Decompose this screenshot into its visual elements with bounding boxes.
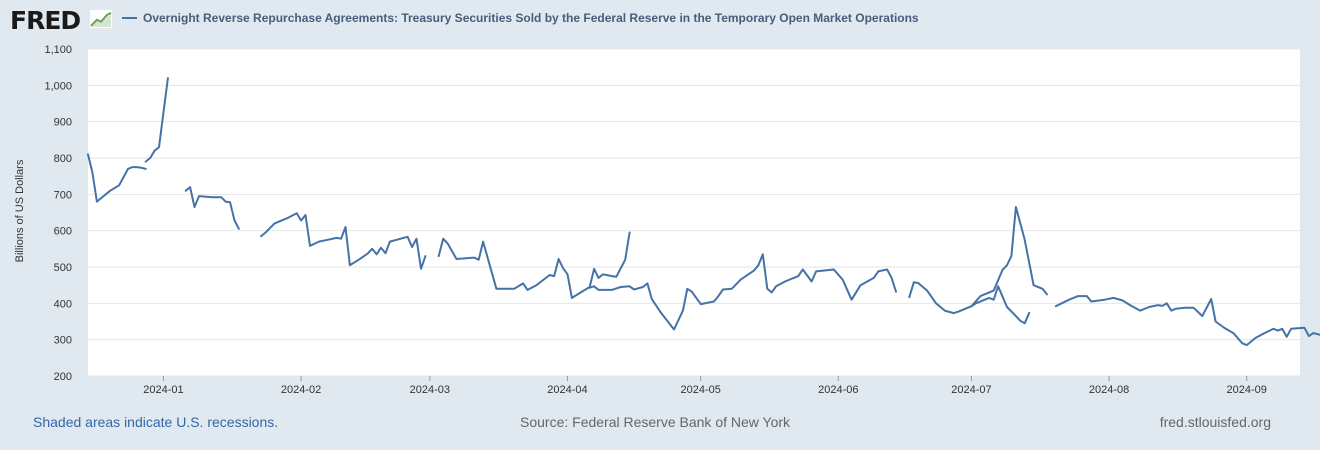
x-tick-label: 2024-01: [143, 384, 183, 396]
x-tick-label: 2024-06: [818, 384, 858, 396]
series-line-segment: [144, 77, 169, 163]
legend-label: Overnight Reverse Repurchase Agreements:…: [143, 11, 919, 25]
chart-footer: Shaded areas indicate U.S. recessions. S…: [0, 410, 1320, 434]
series-line-segment: [260, 212, 427, 270]
y-tick-label: 800: [54, 153, 72, 165]
y-tick-label: 700: [54, 189, 72, 201]
y-tick-label: 500: [54, 262, 72, 274]
series-line-segment: [437, 231, 631, 299]
legend[interactable]: Overnight Reverse Repurchase Agreements:…: [122, 11, 919, 25]
trend-chart-icon: [89, 9, 113, 29]
y-tick-label: 600: [54, 226, 72, 238]
x-tick-label: 2024-03: [410, 384, 450, 396]
series-line-segment: [970, 206, 1048, 308]
x-tick-label: 2024-07: [951, 384, 991, 396]
chart-header: FRED Overnight Reverse Repurchase Agreem…: [0, 0, 1320, 40]
plot-background: [88, 49, 1300, 376]
source-note: Source: Federal Reserve Bank of New York: [520, 414, 791, 430]
series-line-segment: [87, 153, 147, 203]
legend-swatch: [122, 17, 137, 19]
fred-logo[interactable]: FRED: [10, 6, 81, 35]
recession-note: Shaded areas indicate U.S. recessions.: [33, 414, 279, 430]
x-tick-label: 2024-04: [547, 384, 587, 396]
x-tick-label: 2024-09: [1227, 384, 1267, 396]
y-tick-label: 400: [54, 298, 72, 310]
y-tick-label: 900: [54, 117, 72, 129]
x-tick-label: 2024-05: [680, 384, 720, 396]
y-tick-label: 200: [54, 371, 72, 383]
y-tick-label: 1,000: [44, 80, 72, 92]
x-tick-label: 2024-02: [281, 384, 321, 396]
site-link[interactable]: fred.stlouisfed.org: [1159, 414, 1271, 430]
line-chart: 200 300 400 500 600 700 800 900 1,000 1,100 2024-…: [44, 44, 1320, 396]
x-tick-label: 2024-08: [1089, 384, 1129, 396]
y-tick-label: 1,100: [44, 44, 72, 56]
y-tick-label: 300: [54, 335, 72, 347]
series-line-segment: [184, 186, 240, 230]
series-line-segment: [588, 253, 897, 331]
series-line-segment: [1054, 295, 1320, 347]
